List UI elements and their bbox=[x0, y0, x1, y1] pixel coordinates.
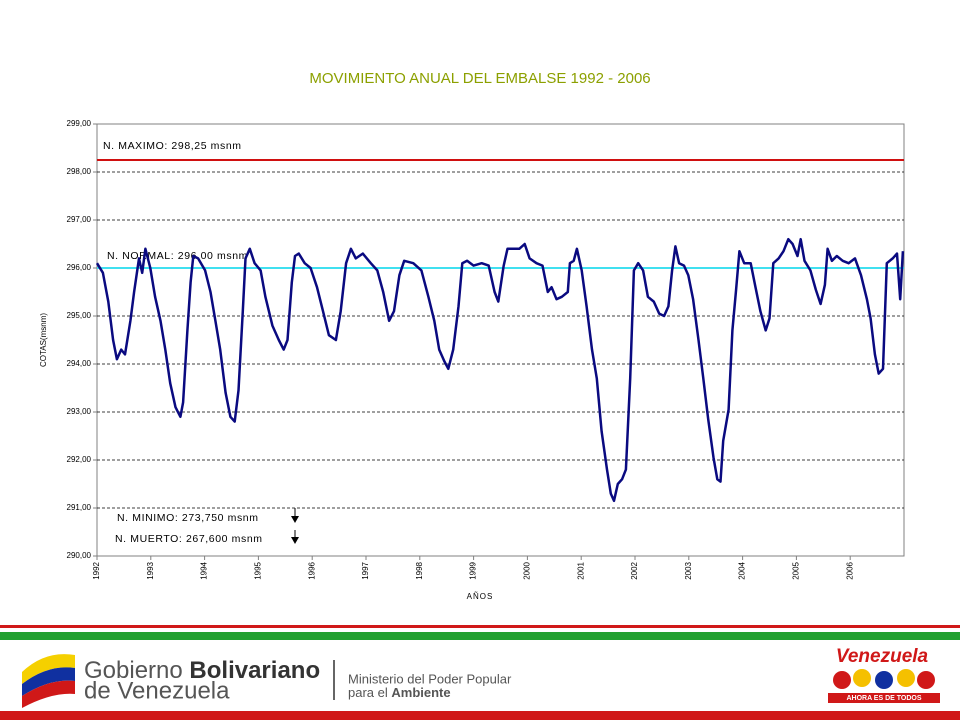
y-tick-label: 299,00 bbox=[67, 119, 92, 128]
gov-name-b: Bolivariano bbox=[189, 657, 320, 684]
x-tick-label: 2004 bbox=[738, 561, 747, 579]
x-tick-label: 2000 bbox=[523, 561, 532, 579]
gov-name-2: de Venezuela bbox=[84, 677, 230, 704]
slogan-bar bbox=[828, 693, 940, 703]
ministry-1: Ministerio del Poder Popular bbox=[348, 671, 512, 686]
star bbox=[853, 669, 871, 687]
star bbox=[917, 671, 935, 689]
footer-stripe bbox=[0, 632, 960, 640]
gov-name-a: Gobierno bbox=[84, 657, 183, 684]
x-tick-label: 1995 bbox=[254, 561, 263, 579]
arrows bbox=[291, 508, 299, 544]
arrow-head bbox=[291, 516, 299, 523]
brand-stars bbox=[833, 669, 935, 689]
arrow-head bbox=[291, 537, 299, 544]
star bbox=[833, 671, 851, 689]
x-tick-label: 1998 bbox=[415, 561, 424, 579]
x-axis-label: AÑOS bbox=[467, 592, 494, 601]
star bbox=[875, 671, 893, 689]
flag-blue bbox=[22, 667, 75, 696]
star bbox=[897, 669, 915, 687]
y-tick-label: 296,00 bbox=[67, 263, 92, 272]
chart-title: MOVIMIENTO ANUAL DEL EMBALSE 1992 - 2006 bbox=[309, 70, 650, 87]
y-axis-label: COTAS(msnm) bbox=[39, 313, 48, 367]
flag-yellow bbox=[22, 654, 75, 684]
gov-logo bbox=[22, 654, 75, 708]
x-tick-label: 1993 bbox=[146, 561, 155, 579]
flag-red bbox=[22, 680, 75, 708]
x-tick-label: 2006 bbox=[845, 561, 854, 579]
x-tick-label: 2002 bbox=[630, 561, 639, 579]
ministry-2b: Ambiente bbox=[391, 685, 450, 700]
x-tick-label: 1994 bbox=[200, 561, 209, 579]
reference-label: N. MAXIMO: 298,25 msnm bbox=[103, 140, 242, 152]
ministry-2a: para el bbox=[348, 685, 388, 700]
level-line bbox=[95, 237, 905, 503]
slogan: AHORA ES DE TODOS bbox=[846, 695, 921, 702]
x-tick-label: 1999 bbox=[469, 561, 478, 579]
x-tick-label: 1997 bbox=[361, 561, 370, 579]
x-tick-label: 1992 bbox=[92, 561, 101, 579]
y-tick-label: 290,00 bbox=[67, 551, 92, 560]
x-tick-label: 2003 bbox=[684, 561, 693, 579]
footer-stripe bbox=[0, 629, 960, 631]
reference-label: N. NORMAL: 296,00 msnm bbox=[107, 250, 248, 262]
y-tick-label: 297,00 bbox=[67, 215, 92, 224]
y-tick-label: 298,00 bbox=[67, 167, 92, 176]
y-tick-label: 293,00 bbox=[67, 407, 92, 416]
x-tick-label: 2005 bbox=[792, 561, 801, 579]
y-tick-label: 294,00 bbox=[67, 359, 92, 368]
plot-area bbox=[96, 123, 905, 557]
ministry-2: para el Ambiente bbox=[348, 685, 451, 700]
x-tick-label: 1996 bbox=[307, 561, 316, 579]
y-tick-label: 295,00 bbox=[67, 311, 92, 320]
annotation: N. MUERTO: 267,600 msnm bbox=[115, 533, 263, 545]
footer-stripe bbox=[0, 711, 960, 720]
footer-stripe bbox=[0, 625, 960, 628]
y-tick-label: 291,00 bbox=[67, 503, 92, 512]
y-tick-label: 292,00 bbox=[67, 455, 92, 464]
gov-name: Gobierno Bolivariano bbox=[84, 657, 320, 684]
x-tick-label: 2001 bbox=[576, 561, 585, 579]
brand: Venezuela bbox=[836, 646, 929, 667]
annotation: N. MINIMO: 273,750 msnm bbox=[117, 512, 259, 524]
